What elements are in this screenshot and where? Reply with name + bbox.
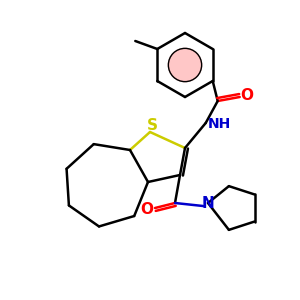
Text: S: S bbox=[146, 118, 158, 133]
Text: NH: NH bbox=[208, 117, 231, 131]
Text: N: N bbox=[202, 196, 214, 211]
Text: O: O bbox=[140, 202, 154, 217]
Circle shape bbox=[168, 48, 202, 82]
Text: O: O bbox=[240, 88, 253, 104]
